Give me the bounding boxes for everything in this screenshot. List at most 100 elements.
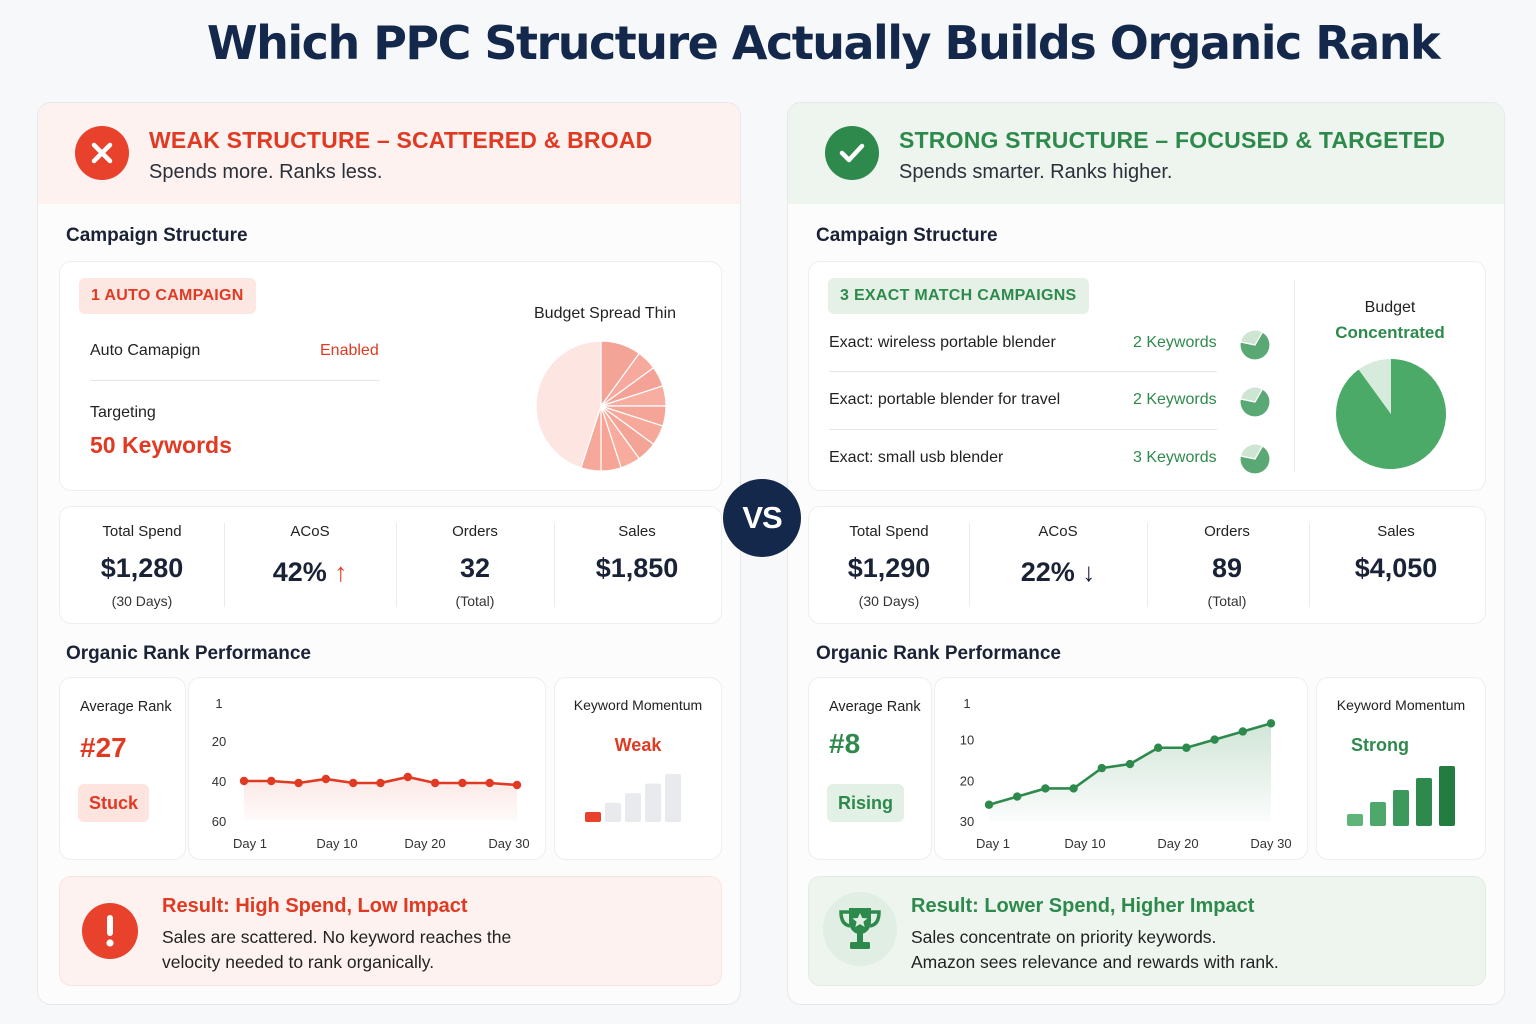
stat-value: 89 xyxy=(1211,553,1243,583)
arrow-up-icon: ↑ xyxy=(334,557,348,587)
result-line: Amazon sees relevance and rewards with r… xyxy=(911,952,1279,972)
organic-rank-label: Organic Rank Performance xyxy=(816,643,1061,664)
momentum-bar xyxy=(1393,790,1409,826)
divider xyxy=(829,371,1217,372)
strong-result-card: Result: Lower Spend, Higher Impact Sales… xyxy=(808,876,1486,986)
divider xyxy=(396,523,397,607)
mini-pie-chart xyxy=(1239,443,1271,475)
data-point xyxy=(458,778,467,788)
campaign-keywords: 3 Keywords xyxy=(1133,449,1217,466)
momentum-card: Keyword Momentum Weak xyxy=(554,677,722,860)
targeting-label: Targeting xyxy=(90,404,156,421)
momentum-bar xyxy=(645,783,661,822)
avg-rank-label: Average Rank xyxy=(829,699,921,715)
organic-rank-label: Organic Rank Performance xyxy=(66,643,311,664)
stat-orders: Orders 89 (Total) xyxy=(1147,507,1307,625)
data-point xyxy=(294,778,303,788)
stat-total-spend: Total Spend $1,280 (30 Days) xyxy=(60,507,224,625)
data-point xyxy=(430,778,440,788)
campaign-tag: 1 AUTO CAMPAIGN xyxy=(79,278,256,314)
momentum-value: Weak xyxy=(614,735,662,755)
avg-rank-value: #27 xyxy=(80,732,127,763)
y-tick-label: 20 xyxy=(212,734,226,749)
budget-pie-chart xyxy=(1336,359,1446,469)
trophy-icon xyxy=(823,892,897,966)
weak-result-card: Result: High Spend, Low Impact Sales are… xyxy=(59,876,722,986)
momentum-bar xyxy=(665,774,681,822)
stat-label: Total Spend xyxy=(102,523,182,540)
rank-line-chart: 1 20 40 60 Day 1 Day 10 Day 20 Day 30 xyxy=(212,696,530,851)
data-point xyxy=(403,772,412,782)
area-fill xyxy=(989,723,1271,821)
stat-value-row: 42% ↑ xyxy=(224,557,396,588)
stat-sales: Sales $1,850 xyxy=(554,507,720,625)
avg-rank-card: Average Rank #27 Stuck xyxy=(59,677,186,860)
data-point xyxy=(1013,792,1022,801)
stat-sub: (30 Days) xyxy=(111,593,173,609)
data-point xyxy=(1069,784,1078,793)
mini-pie-chart xyxy=(1239,386,1271,418)
result-line: velocity needed to rank organically. xyxy=(162,952,435,972)
y-tick-label: 1 xyxy=(963,696,970,711)
campaign-structure-label: Campaign Structure xyxy=(816,225,998,246)
data-point xyxy=(485,778,494,788)
stat-sub: (30 Days) xyxy=(858,593,920,609)
stat-value: $4,050 xyxy=(1354,553,1438,583)
data-point xyxy=(267,776,276,786)
stat-acos: ACoS 42% ↑ xyxy=(224,507,396,625)
strong-subheading: Spends smarter. Ranks higher. xyxy=(899,161,1173,183)
stat-total-spend: Total Spend $1,290 (30 Days) xyxy=(809,507,969,625)
momentum-bar xyxy=(1416,778,1432,826)
data-point xyxy=(1097,763,1106,773)
pie-slice xyxy=(1239,386,1264,403)
stat-value: 32 xyxy=(459,553,491,583)
momentum-bar xyxy=(605,802,621,822)
stat-orders: Orders 32 (Total) xyxy=(396,507,554,625)
data-point xyxy=(349,778,358,788)
momentum-bar xyxy=(1347,814,1363,826)
x-tick-label: Day 30 xyxy=(488,836,529,851)
data-point xyxy=(1154,743,1163,752)
weak-structure-panel: WEAK STRUCTURE – SCATTERED & BROAD Spend… xyxy=(37,102,741,1005)
pie-slice xyxy=(1239,443,1264,460)
weak-campaign-card: 1 AUTO CAMPAIGN Auto Camapign Enabled Ta… xyxy=(59,261,722,491)
weak-heading: WEAK STRUCTURE – SCATTERED & BROAD xyxy=(149,127,653,153)
momentum-card: Keyword Momentum Strong xyxy=(1316,677,1486,860)
alert-icon xyxy=(82,903,138,959)
divider xyxy=(829,429,1217,430)
vs-badge: VS xyxy=(723,479,801,557)
result-body: Sales are scattered. No keyword reaches … xyxy=(162,925,722,975)
avg-rank-label: Average Rank xyxy=(80,699,172,715)
momentum-bar xyxy=(585,812,601,822)
targeting-value: 50 Keywords xyxy=(90,432,232,458)
momentum-bar xyxy=(625,793,641,822)
stat-label: Orders xyxy=(452,523,498,540)
weak-subheading: Spends more. Ranks less. xyxy=(149,161,383,183)
data-point xyxy=(1182,743,1191,752)
pie-slice xyxy=(1239,445,1271,475)
pie-slice xyxy=(1358,359,1391,414)
campaign-status: Enabled xyxy=(320,342,379,359)
data-point xyxy=(1210,735,1219,744)
data-point xyxy=(321,774,331,784)
momentum-bar-chart xyxy=(1347,766,1455,826)
rank-chart-card: 1 10 20 30 Day 1 Day 10 Day 20 Day 30 xyxy=(934,677,1308,860)
strong-header: STRONG STRUCTURE – FOCUSED & TARGETED Sp… xyxy=(788,103,1504,204)
data-point xyxy=(1041,784,1050,793)
momentum-bar xyxy=(1439,766,1455,826)
status-badge: Rising xyxy=(827,784,905,822)
stat-label: Orders xyxy=(1204,523,1250,540)
strong-heading: STRONG STRUCTURE – FOCUSED & TARGETED xyxy=(899,127,1446,153)
strong-structure-panel: STRONG STRUCTURE – FOCUSED & TARGETED Sp… xyxy=(787,102,1505,1005)
divider xyxy=(1309,523,1310,607)
strong-stats-card: Total Spend $1,290 (30 Days) ACoS 22% ↓ … xyxy=(808,506,1486,624)
check-icon xyxy=(825,126,879,180)
result-title: Result: High Spend, Low Impact xyxy=(162,895,468,917)
stat-value-row: 22% ↓ xyxy=(969,557,1147,588)
page-title: Which PPC Structure Actually Builds Orga… xyxy=(206,16,1441,70)
campaign-name: Exact: small usb blender xyxy=(829,449,1004,466)
stat-label: Sales xyxy=(618,523,656,540)
stat-label: ACoS xyxy=(1038,523,1078,540)
campaign-name: Exact: portable blender for travel xyxy=(829,391,1061,408)
